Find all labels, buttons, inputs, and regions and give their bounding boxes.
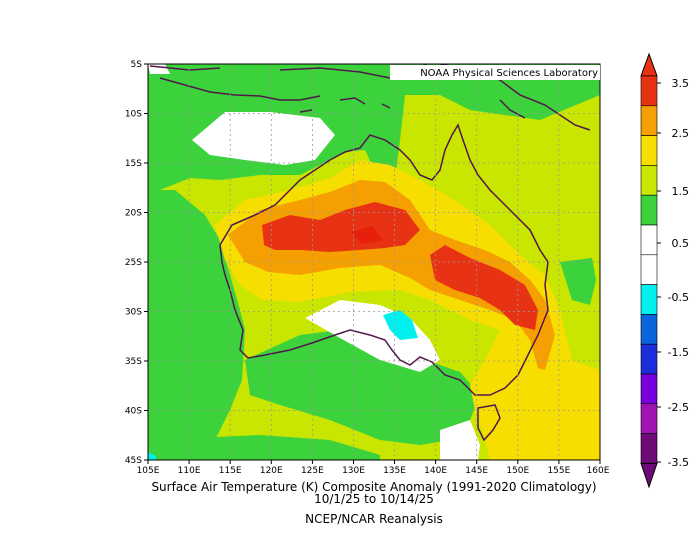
colorbar-label: -1.5 bbox=[668, 346, 689, 359]
colorbar-label: -3.5 bbox=[668, 456, 689, 469]
lon-tick-label: 145E bbox=[465, 466, 488, 476]
colorbar-segment bbox=[640, 433, 658, 464]
lat-tick-label: 35S bbox=[125, 357, 142, 367]
lon-tick-label: 130E bbox=[342, 466, 365, 476]
colorbar-bottom-arrow bbox=[640, 462, 658, 489]
lon-tick-label: 105E bbox=[137, 466, 160, 476]
lat-tick-label: 25S bbox=[125, 258, 142, 268]
lon-tick-label: 155E bbox=[547, 466, 570, 476]
colorbar-label: 2.5 bbox=[672, 127, 690, 140]
lon-tick-label: 115E bbox=[219, 466, 242, 476]
lat-tick-label: 10S bbox=[125, 110, 142, 120]
colorbar-label: -0.5 bbox=[668, 291, 689, 304]
colorbar-segment bbox=[640, 343, 658, 375]
colorbar-segment bbox=[640, 254, 658, 285]
colorbar-segment bbox=[640, 135, 658, 166]
colorbar-segment bbox=[640, 314, 658, 345]
lon-tick-label: 150E bbox=[506, 466, 529, 476]
colorbar-segment bbox=[640, 373, 658, 405]
lat-tick-label: 15S bbox=[125, 159, 142, 169]
field-anomaly-3-core bbox=[350, 226, 383, 244]
lat-tick-label: 30S bbox=[125, 308, 142, 318]
colorbar-segment bbox=[640, 105, 658, 136]
caption-source: NCEP/NCAR Reanalysis bbox=[305, 512, 443, 526]
lat-tick-label: 45S bbox=[125, 456, 142, 466]
credit-box bbox=[390, 65, 600, 80]
colorbar-label: -2.5 bbox=[668, 401, 689, 414]
colorbar-segment bbox=[640, 403, 658, 434]
field-anomaly-negative-corner bbox=[148, 452, 156, 460]
field-neutral-north bbox=[192, 112, 335, 165]
coastline-tasmania bbox=[477, 404, 501, 442]
colorbar-label: 3.5 bbox=[672, 77, 690, 90]
longitude-axis: 105E 110E 115E 120E 125E 130E 135E 140E … bbox=[137, 460, 610, 476]
colorbar-segment bbox=[640, 224, 658, 256]
lat-tick-label: 5S bbox=[131, 60, 143, 70]
lon-tick-label: 120E bbox=[260, 466, 283, 476]
colorbar-segment bbox=[640, 284, 658, 315]
field-anomaly-0-5-corner bbox=[148, 435, 380, 460]
lon-tick-label: 140E bbox=[424, 466, 447, 476]
credit-text: NOAA Physical Sciences Laboratory bbox=[420, 68, 598, 79]
colorbar: 3.5 2.5 1.5 0.5 -0.5 -1.5 -2.5 -3.5 bbox=[640, 52, 690, 489]
caption-title: Surface Air Temperature (K) Composite An… bbox=[151, 480, 597, 494]
field-anomaly-negative bbox=[383, 310, 418, 340]
lat-tick-label: 20S bbox=[125, 209, 142, 219]
lon-tick-label: 135E bbox=[383, 466, 406, 476]
field-anomaly-3-east bbox=[430, 245, 538, 330]
field-anomaly-0-5-east bbox=[560, 258, 596, 305]
lat-tick-label: 40S bbox=[125, 407, 142, 417]
latitude-axis: 5S 10S 15S 20S 25S 30S 35S 40S 45S bbox=[125, 60, 148, 466]
colorbar-segment bbox=[640, 194, 658, 226]
coastline-islands bbox=[299, 64, 436, 113]
colorbar-label: 1.5 bbox=[672, 185, 690, 198]
lon-tick-label: 125E bbox=[301, 466, 324, 476]
colorbar-segment bbox=[640, 165, 658, 196]
graticule bbox=[148, 64, 600, 460]
field-neutral-southeast bbox=[440, 420, 480, 460]
lon-tick-label: 160E bbox=[587, 466, 610, 476]
colorbar-segment bbox=[640, 75, 658, 107]
colorbar-top-arrow bbox=[640, 52, 658, 77]
colorbar-label: 0.5 bbox=[672, 237, 690, 250]
caption-date-range: 10/1/25 to 10/14/25 bbox=[314, 492, 434, 506]
lon-tick-label: 110E bbox=[178, 466, 201, 476]
